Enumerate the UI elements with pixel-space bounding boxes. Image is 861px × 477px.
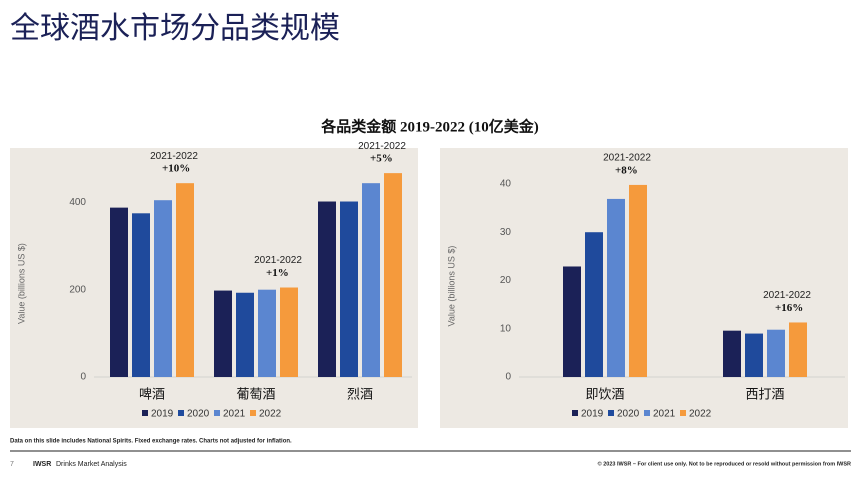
bar	[340, 201, 358, 377]
y-tick-label: 200	[69, 284, 86, 295]
footer-source: Drinks Market Analysis	[56, 461, 127, 468]
annotation-period: 2021-2022	[254, 255, 302, 266]
bar	[154, 200, 172, 377]
legend-swatch	[178, 410, 184, 416]
annotation-change: +5%	[370, 153, 393, 165]
bar	[214, 290, 232, 377]
legend-swatch	[572, 410, 578, 416]
y-tick-label: 20	[500, 275, 512, 286]
legend-label: 2021	[223, 409, 246, 420]
bar	[318, 201, 336, 377]
legend-swatch	[250, 410, 256, 416]
bar	[110, 207, 128, 377]
bar	[236, 292, 254, 377]
page-number: 7	[10, 461, 14, 468]
legend-swatch	[214, 410, 220, 416]
bar	[280, 287, 298, 377]
legend-swatch	[680, 410, 686, 416]
annotation-change: +10%	[162, 163, 190, 175]
y-tick-label: 10	[500, 323, 512, 334]
x-tick-label: 啤酒	[139, 386, 165, 401]
annotation-period: 2021-2022	[358, 141, 406, 152]
legend-label: 2020	[617, 409, 640, 420]
legend-swatch	[644, 410, 650, 416]
bar	[745, 333, 763, 377]
annotation-change: +1%	[266, 267, 289, 279]
y-axis-label: Value (billions US $)	[446, 246, 456, 327]
bar	[585, 232, 603, 377]
legend-swatch	[608, 410, 614, 416]
annotation-period: 2021-2022	[763, 290, 811, 301]
annotation-period: 2021-2022	[150, 151, 198, 162]
legend-label: 2022	[259, 409, 282, 420]
bar	[258, 289, 276, 377]
y-tick-label: 400	[69, 197, 86, 208]
annotation-change: +16%	[775, 302, 803, 314]
footer-brand: IWSR	[33, 461, 51, 468]
legend-label: 2022	[689, 409, 712, 420]
bar	[607, 198, 625, 377]
slide-title: 全球酒水市场分品类规模	[10, 12, 340, 45]
y-tick-label: 0	[505, 372, 511, 383]
legend-label: 2019	[151, 409, 174, 420]
chart-group-title: 各品类金额 2019-2022 (10亿美金)	[320, 117, 539, 135]
legend-label: 2020	[187, 409, 210, 420]
bar	[362, 183, 380, 377]
legend-label: 2019	[581, 409, 604, 420]
bar	[176, 183, 194, 377]
y-tick-label: 0	[80, 372, 86, 383]
bar	[384, 173, 402, 377]
legend-label: 2021	[653, 409, 676, 420]
legend-swatch	[142, 410, 148, 416]
bar	[723, 330, 741, 377]
x-tick-label: 即饮酒	[585, 386, 624, 401]
bar	[789, 322, 807, 377]
footnote: Data on this slide includes National Spi…	[10, 439, 292, 445]
bar	[629, 184, 647, 377]
bar	[563, 266, 581, 377]
x-tick-label: 葡萄酒	[236, 386, 275, 401]
x-tick-label: 西打酒	[745, 386, 784, 401]
y-tick-label: 30	[500, 227, 512, 238]
x-tick-label: 烈酒	[347, 386, 373, 401]
bar	[132, 213, 150, 377]
y-tick-label: 40	[500, 179, 512, 190]
y-axis-label: Value (billions US $)	[16, 243, 26, 324]
annotation-change: +8%	[615, 164, 638, 176]
copyright: © 2023 IWSR – For client use only. Not t…	[598, 460, 851, 467]
annotation-period: 2021-2022	[603, 153, 651, 164]
bar	[767, 329, 785, 377]
